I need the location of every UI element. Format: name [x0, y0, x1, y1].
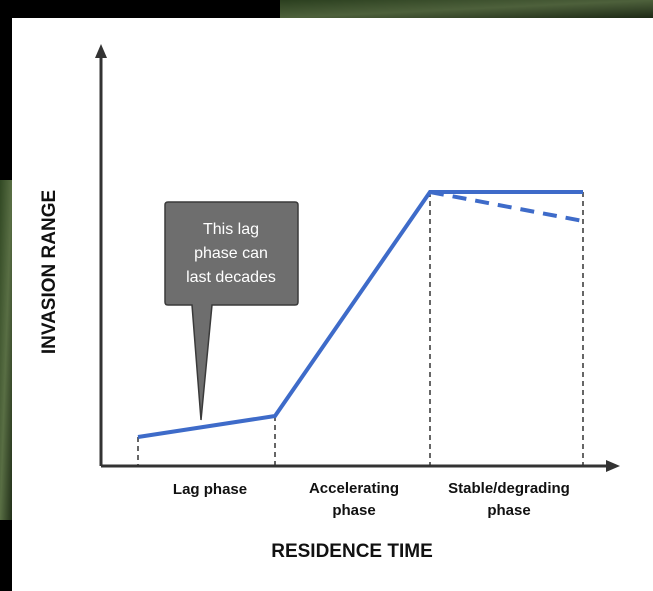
diagram: This lag phase can last decades Lag phas… — [0, 0, 653, 591]
page: This lag phase can last decades Lag phas… — [0, 0, 653, 591]
phase-label: Accelerating — [309, 480, 399, 497]
callout-text: last decades — [186, 269, 276, 286]
y-axis-title: INVASION RANGE — [39, 190, 60, 354]
x-axis-title: RESIDENCE TIME — [271, 541, 433, 562]
phase-label: phase — [487, 502, 530, 519]
photo-strip — [0, 180, 12, 520]
callout-text: phase can — [194, 245, 268, 262]
photo-strip — [280, 0, 653, 18]
phase-label: Lag phase — [173, 481, 247, 498]
phase-label: phase — [332, 502, 375, 519]
phase-label: Stable/degrading — [448, 480, 570, 497]
callout-text: This lag — [203, 221, 259, 238]
